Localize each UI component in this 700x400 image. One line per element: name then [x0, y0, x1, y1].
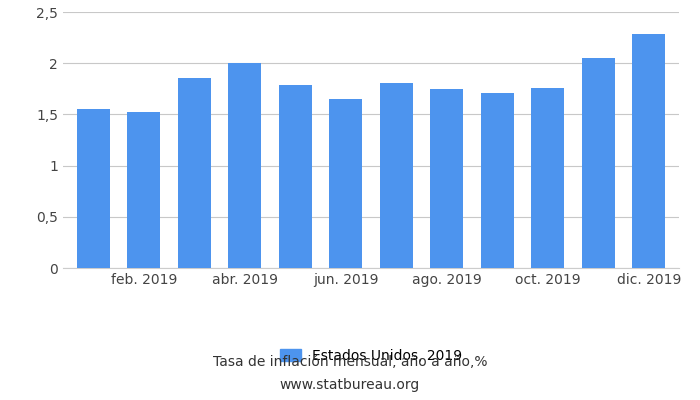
Bar	[228, 63, 261, 268]
Text: www.statbureau.org: www.statbureau.org	[280, 378, 420, 392]
Bar	[430, 89, 463, 268]
Bar	[178, 78, 211, 268]
Bar	[582, 58, 615, 268]
Legend: Estados Unidos, 2019: Estados Unidos, 2019	[274, 344, 468, 368]
Text: Tasa de inflación mensual, año a año,%: Tasa de inflación mensual, año a año,%	[213, 355, 487, 369]
Bar	[481, 93, 514, 268]
Bar	[329, 99, 362, 268]
Bar	[380, 83, 413, 268]
Bar	[632, 34, 665, 268]
Bar	[127, 112, 160, 268]
Bar	[279, 85, 312, 268]
Bar	[77, 109, 110, 268]
Bar	[531, 88, 564, 268]
